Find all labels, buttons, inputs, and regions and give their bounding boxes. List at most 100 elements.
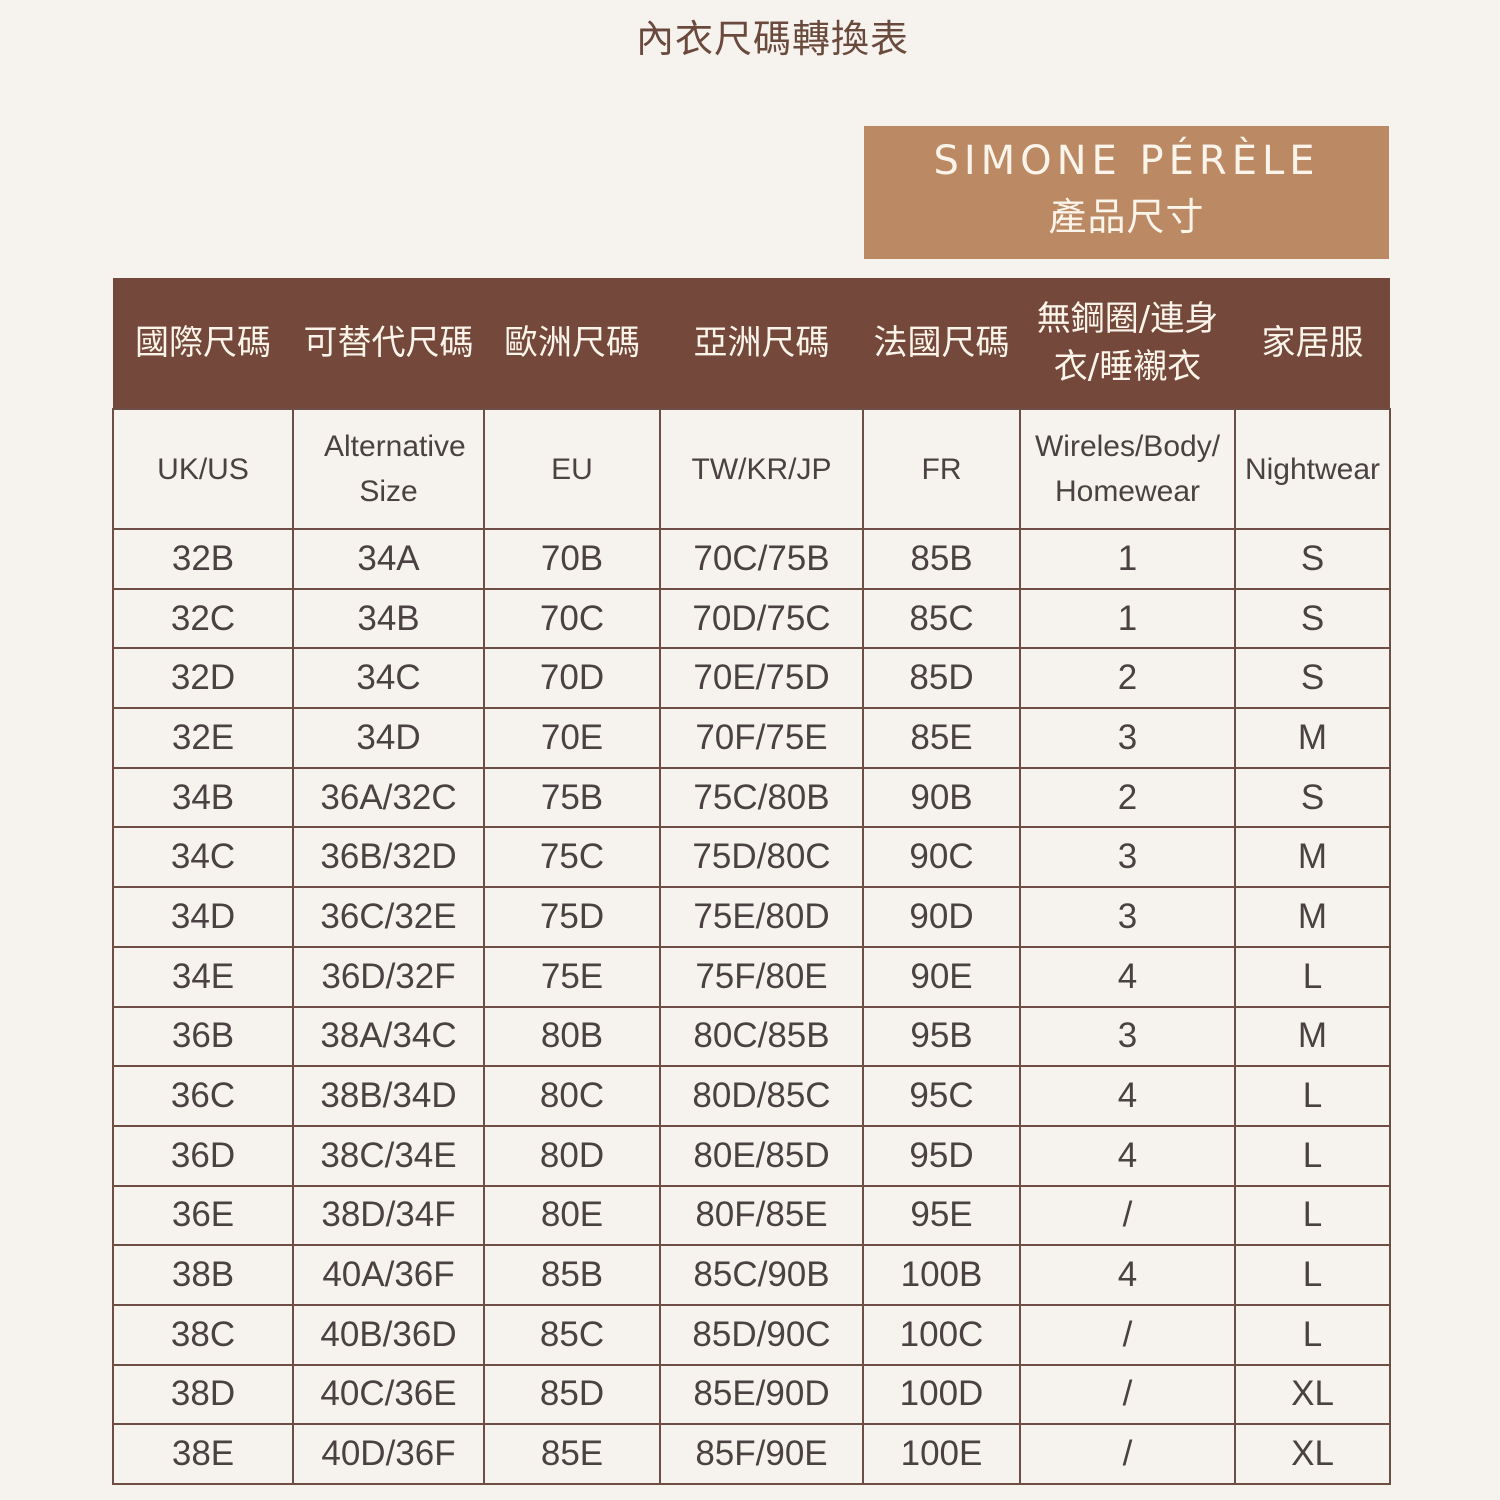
table-row: 38C 40B/36D 85C 85D/90C 100C / L	[112, 1303, 1391, 1366]
cell-alternative: 34B	[292, 587, 485, 650]
cell-eu: 85D	[483, 1363, 661, 1426]
cell-uk-us: 32B	[112, 528, 294, 590]
column-header-fr: 法國尺碼	[863, 278, 1020, 409]
column-header-wireless: 無鋼圈/連身衣/睡襯衣	[1020, 278, 1235, 409]
cell-asia: 75F/80E	[659, 945, 864, 1008]
cell-uk-us: 36B	[112, 1005, 294, 1068]
cell-uk-us: 38C	[112, 1303, 294, 1366]
cell-nightwear: XL	[1234, 1423, 1391, 1485]
cell-alternative: 40B/36D	[292, 1303, 485, 1366]
cell-alternative: 34C	[292, 647, 485, 710]
cell-wireless: 4	[1019, 945, 1236, 1008]
cell-eu: 85B	[483, 1244, 661, 1306]
cell-fr: 90C	[862, 826, 1021, 889]
cell-wireless: /	[1019, 1184, 1236, 1247]
cell-fr: 90B	[862, 766, 1021, 829]
cell-nightwear: L	[1234, 1244, 1391, 1306]
column-subheader-wireless: Wireles/Body/ Homewear	[1019, 408, 1236, 530]
cell-eu: 70B	[483, 528, 661, 590]
column-header-alternative: 可替代尺碼	[293, 278, 484, 409]
cell-alternative: 40C/36E	[292, 1363, 485, 1426]
cell-eu: 80E	[483, 1184, 661, 1247]
cell-uk-us: 36C	[112, 1065, 294, 1127]
cell-wireless: 3	[1019, 1005, 1236, 1068]
cell-fr: 100B	[862, 1244, 1021, 1306]
cell-alternative: 36C/32E	[292, 886, 485, 948]
column-subheader-alternative: Alternative Size	[292, 408, 485, 530]
cell-fr: 85B	[862, 528, 1021, 590]
column-subheader-fr: FR	[862, 408, 1021, 530]
cell-uk-us: 32D	[112, 647, 294, 710]
cell-nightwear: L	[1234, 1303, 1391, 1366]
cell-fr: 100E	[862, 1423, 1021, 1485]
cell-nightwear: XL	[1234, 1363, 1391, 1426]
cell-asia: 80D/85C	[659, 1065, 864, 1127]
column-subheader-asia: TW/KR/JP	[659, 408, 864, 530]
column-header-nightwear: 家居服	[1235, 278, 1390, 409]
cell-asia: 85E/90D	[659, 1363, 864, 1426]
cell-alternative: 36D/32F	[292, 945, 485, 1008]
cell-fr: 95C	[862, 1065, 1021, 1127]
cell-asia: 80E/85D	[659, 1124, 864, 1187]
table-row: 36B 38A/34C 80B 80C/85B 95B 3 M	[112, 1005, 1391, 1068]
table-row: 32E 34D 70E 70F/75E 85E 3 M	[112, 707, 1391, 769]
cell-uk-us: 32E	[112, 707, 294, 769]
cell-eu: 70C	[483, 587, 661, 650]
cell-eu: 85E	[483, 1423, 661, 1485]
column-subheader-nightwear: Nightwear	[1234, 408, 1391, 530]
cell-nightwear: S	[1234, 528, 1391, 590]
cell-nightwear: M	[1234, 886, 1391, 948]
cell-asia: 85C/90B	[659, 1244, 864, 1306]
cell-eu: 75B	[483, 766, 661, 829]
cell-fr: 100D	[862, 1363, 1021, 1426]
cell-uk-us: 36E	[112, 1184, 294, 1247]
cell-fr: 85E	[862, 707, 1021, 769]
cell-alternative: 34A	[292, 528, 485, 590]
cell-nightwear: M	[1234, 707, 1391, 769]
cell-uk-us: 34E	[112, 945, 294, 1008]
cell-asia: 70F/75E	[659, 707, 864, 769]
cell-eu: 80D	[483, 1124, 661, 1187]
cell-fr: 100C	[862, 1303, 1021, 1366]
brand-banner: SIMONE PÉRÈLE 產品尺寸	[864, 126, 1389, 259]
brand-subtitle: 產品尺寸	[1048, 195, 1205, 239]
cell-asia: 75D/80C	[659, 826, 864, 889]
cell-wireless: 2	[1019, 766, 1236, 829]
cell-uk-us: 38D	[112, 1363, 294, 1426]
cell-uk-us: 32C	[112, 587, 294, 650]
table-row: 32C 34B 70C 70D/75C 85C 1 S	[112, 587, 1391, 650]
cell-alternative: 38D/34F	[292, 1184, 485, 1247]
table-row: 32B 34A 70B 70C/75B 85B 1 S	[112, 528, 1391, 590]
cell-wireless: /	[1019, 1423, 1236, 1485]
size-conversion-table: 國際尺碼 可替代尺碼 歐洲尺碼 亞洲尺碼 法國尺碼 無鋼圈/連身衣/睡襯衣 家居服 UK/U…	[112, 278, 1391, 1485]
cell-uk-us: 38E	[112, 1423, 294, 1485]
cell-wireless: /	[1019, 1303, 1236, 1366]
table-row: 34C 36B/32D 75C 75D/80C 90C 3 M	[112, 826, 1391, 889]
cell-eu: 80C	[483, 1065, 661, 1127]
cell-wireless: 3	[1019, 826, 1236, 889]
cell-eu: 75E	[483, 945, 661, 1008]
cell-nightwear: M	[1234, 1005, 1391, 1068]
table-row: 34D 36C/32E 75D 75E/80D 90D 3 M	[112, 886, 1391, 948]
cell-eu: 70D	[483, 647, 661, 710]
cell-fr: 90D	[862, 886, 1021, 948]
cell-alternative: 38A/34C	[292, 1005, 485, 1068]
header-row-chinese: 國際尺碼 可替代尺碼 歐洲尺碼 亞洲尺碼 法國尺碼 無鋼圈/連身衣/睡襯衣 家居服	[113, 278, 1390, 409]
cell-wireless: 4	[1019, 1244, 1236, 1306]
table-row: 36C 38B/34D 80C 80D/85C 95C 4 L	[112, 1065, 1391, 1127]
cell-fr: 90E	[862, 945, 1021, 1008]
column-header-eu: 歐洲尺碼	[484, 278, 660, 409]
cell-fr: 95D	[862, 1124, 1021, 1187]
cell-wireless: 4	[1019, 1124, 1236, 1187]
cell-nightwear: L	[1234, 1124, 1391, 1187]
cell-nightwear: L	[1234, 1184, 1391, 1247]
cell-fr: 95B	[862, 1005, 1021, 1068]
cell-asia: 70D/75C	[659, 587, 864, 650]
cell-uk-us: 36D	[112, 1124, 294, 1187]
header-row-english: UK/US Alternative Size EU TW/KR/JP FR Wireles…	[112, 408, 1391, 530]
cell-wireless: 1	[1019, 587, 1236, 650]
cell-alternative: 34D	[292, 707, 485, 769]
cell-uk-us: 34D	[112, 886, 294, 948]
cell-fr: 85D	[862, 647, 1021, 710]
cell-asia: 80C/85B	[659, 1005, 864, 1068]
